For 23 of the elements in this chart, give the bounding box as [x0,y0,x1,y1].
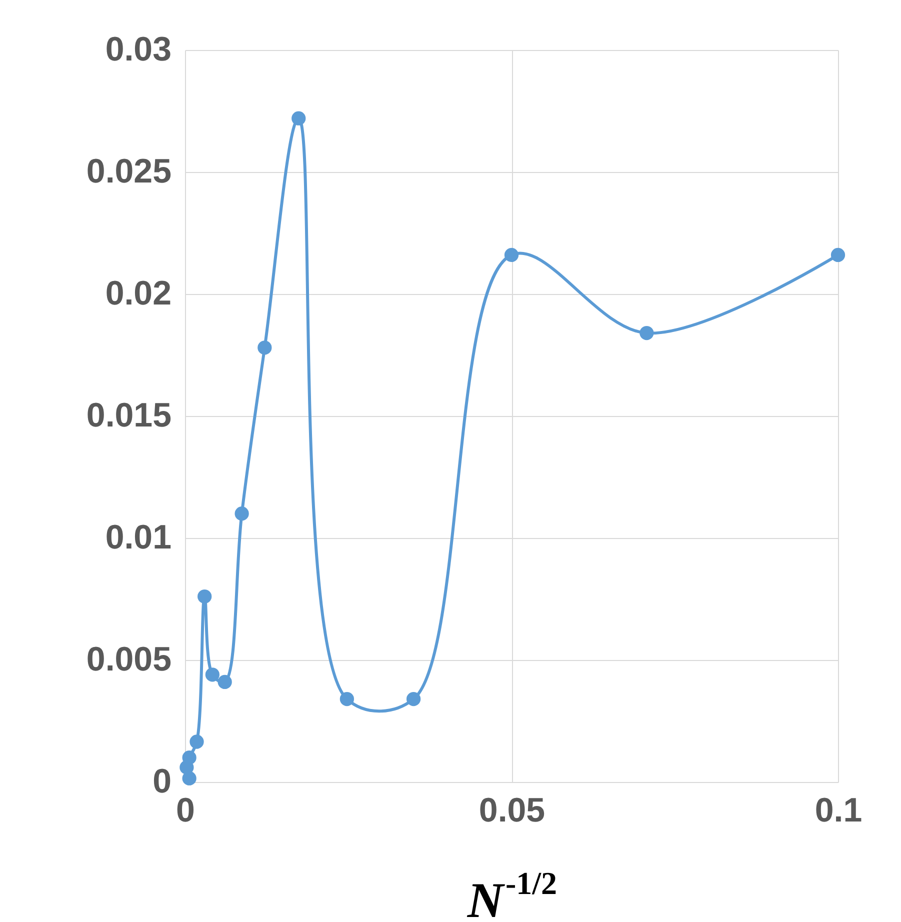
point [198,590,212,604]
point [640,326,654,340]
y-tick-label: 0.02 [105,274,172,312]
point [205,668,220,682]
y-tick-label: 0.03 [105,30,172,68]
x-tick-label: 0.1 [814,792,862,830]
point [258,340,272,355]
y-tick-label: 0 [152,762,172,800]
y-tick-label: 0.01 [105,518,172,556]
point [830,248,846,262]
point [504,248,519,262]
y-tick-label: 0.005 [86,640,172,678]
point [406,692,421,706]
point [218,674,232,690]
y-tick-label: 0.015 [86,396,172,434]
y-tick-label: 0.025 [86,152,172,190]
x-tick-label: 0.05 [478,792,546,830]
point [340,692,354,706]
x-tick-label: 0 [176,792,195,830]
point [182,750,196,765]
point [292,111,306,126]
point [190,734,204,749]
point [234,506,249,521]
